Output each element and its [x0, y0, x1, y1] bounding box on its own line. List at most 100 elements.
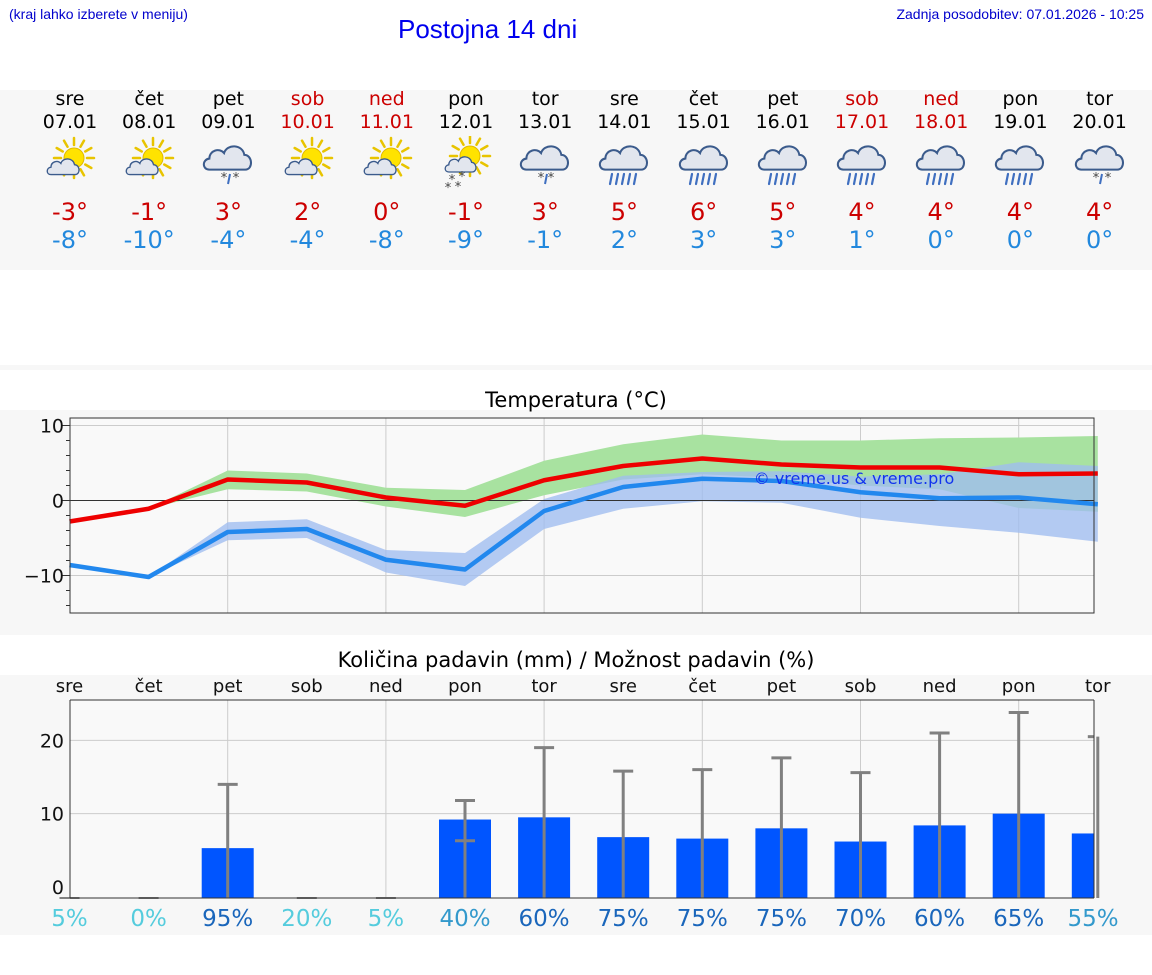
day-column: tor 13.01 3° -1° * *: [505, 88, 585, 254]
day-date: 17.01: [834, 111, 890, 133]
precipitation-chart: sre čet pet sob ned pon tor sre čet pet sob ned pon t…: [40, 676, 1119, 932]
day-name: tor: [531, 88, 559, 110]
day-label: tor: [1085, 676, 1111, 697]
day-name: pet: [212, 88, 244, 110]
min-temperature: 3°: [769, 226, 797, 254]
precip-probability: 75%: [756, 906, 807, 932]
max-temperature-line: [69, 456, 1098, 524]
day-date: 09.01: [201, 111, 256, 133]
day-column: pet 16.01 5° 3°: [743, 88, 823, 254]
svg-text:*: *: [538, 171, 545, 186]
svg-text:*: *: [455, 180, 462, 192]
max-temperature: 3°: [214, 198, 243, 226]
min-temperature: 3°: [689, 226, 718, 254]
cloud-sleet-icon: * *: [1074, 145, 1124, 186]
day-name: pon: [1002, 88, 1039, 110]
day-label: pon: [1002, 676, 1036, 697]
day-date: 12.01: [438, 111, 494, 133]
y-tick-label: 0: [52, 877, 64, 899]
day-column: pet 09.01 3° -4° * *: [188, 88, 268, 254]
sun-cloud-icon: [125, 136, 175, 180]
precip-chart-title: Količina padavin (mm) / Možnost padavin …: [337, 648, 815, 672]
min-temperature: 0°: [927, 226, 955, 254]
max-temperature: 5°: [610, 198, 639, 226]
sun-cloud-icon: [363, 136, 413, 180]
y-tick-label: 0: [52, 491, 64, 513]
max-temperature: -1°: [448, 198, 484, 226]
last-update: Zadnja posodobitev: 07.01.2026 - 10:25: [896, 6, 1144, 22]
sun-cloud-icon: [46, 136, 96, 180]
day-label: pet: [767, 676, 797, 697]
location-hint: (kraj lahko izberete v meniju): [9, 6, 188, 22]
temperature-chart: −10 0 10 © vreme.us & vreme.pro: [24, 416, 1098, 614]
y-tick-label: 10: [40, 804, 64, 826]
day-label: sre: [609, 676, 636, 697]
day-name: pet: [767, 88, 799, 110]
precip-probability: 5%: [51, 906, 88, 932]
y-tick-label: 20: [40, 730, 64, 752]
y-tick-label: −10: [24, 566, 64, 588]
sun-cloud-snow-icon: * ** *: [444, 136, 492, 192]
day-label: pon: [448, 676, 482, 697]
day-label: sob: [291, 676, 323, 697]
day-name: čet: [134, 88, 164, 110]
day-column: pon 19.01 4° 0°: [980, 88, 1060, 254]
day-date: 14.01: [597, 111, 652, 133]
max-temperature: 4°: [1085, 198, 1114, 226]
day-date: 11.01: [359, 111, 414, 133]
day-date: 16.01: [755, 111, 810, 133]
day-column: sob 10.01 2° -4°: [268, 88, 348, 254]
min-temperature: 0°: [1006, 226, 1035, 254]
precip-probability: 55%: [1067, 906, 1118, 932]
max-temperature-band: [69, 434, 1098, 522]
min-temperature: -9°: [448, 226, 484, 254]
svg-text:*: *: [1092, 171, 1099, 186]
max-temperature: 0°: [373, 198, 401, 226]
day-label: sob: [845, 676, 877, 697]
day-column: ned 18.01 4° 0°: [901, 88, 981, 254]
day-date: 13.01: [517, 111, 573, 133]
min-temperature-line: [69, 476, 1098, 580]
precip-probability: 75%: [677, 906, 728, 932]
day-name: čet: [688, 88, 719, 110]
day-date: 20.01: [1072, 111, 1127, 133]
day-name: pon: [448, 88, 484, 110]
day-label: pet: [213, 676, 243, 697]
cloud-rain-icon: [757, 145, 807, 186]
cloud-rain-icon: [916, 145, 966, 186]
day-date: 10.01: [280, 111, 335, 133]
max-temperature: 4°: [1006, 198, 1035, 226]
day-date: 19.01: [993, 111, 1048, 133]
svg-text:*: *: [221, 171, 228, 186]
precip-probability: 5%: [368, 906, 405, 932]
day-column: sob 17.01 4° 1°: [822, 88, 902, 254]
precip-probability: 20%: [281, 906, 332, 932]
day-label: sre: [56, 676, 83, 697]
day-label: ned: [369, 676, 403, 697]
cloud-rain-icon: [678, 145, 728, 186]
day-name: ned: [368, 88, 405, 110]
min-temperature: -4°: [289, 226, 326, 254]
cloud-rain-icon: [836, 145, 886, 186]
daily-forecast-strip: sre 07.01 -3° -8° čet 08.01 -1° -10° pet 09.01 3° -…: [0, 88, 1152, 254]
max-temperature: 4°: [848, 198, 876, 226]
max-temperature: 3°: [531, 198, 559, 226]
min-temperature: -4°: [210, 226, 247, 254]
precip-probability: 60%: [519, 906, 570, 932]
day-column: tor 20.01 4° 0° * *: [1060, 88, 1140, 254]
day-name: ned: [923, 88, 960, 110]
precip-probability: 95%: [202, 906, 253, 932]
day-column: ned 11.01 0° -8°: [347, 88, 427, 254]
precip-probability: 75%: [598, 906, 649, 932]
cloud-snow-icon: * *: [520, 145, 570, 186]
day-name: sob: [290, 88, 325, 110]
day-date: 08.01: [121, 111, 177, 133]
day-label: ned: [923, 676, 957, 697]
precip-probability: 70%: [835, 906, 886, 932]
max-temperature: -3°: [52, 198, 88, 226]
cloud-sleet-icon: * *: [203, 145, 253, 186]
max-temperature: -1°: [131, 198, 168, 226]
day-column: sre 07.01 -3° -8°: [30, 88, 110, 254]
max-temperature: 4°: [927, 198, 955, 226]
min-temperature: 1°: [848, 226, 876, 254]
